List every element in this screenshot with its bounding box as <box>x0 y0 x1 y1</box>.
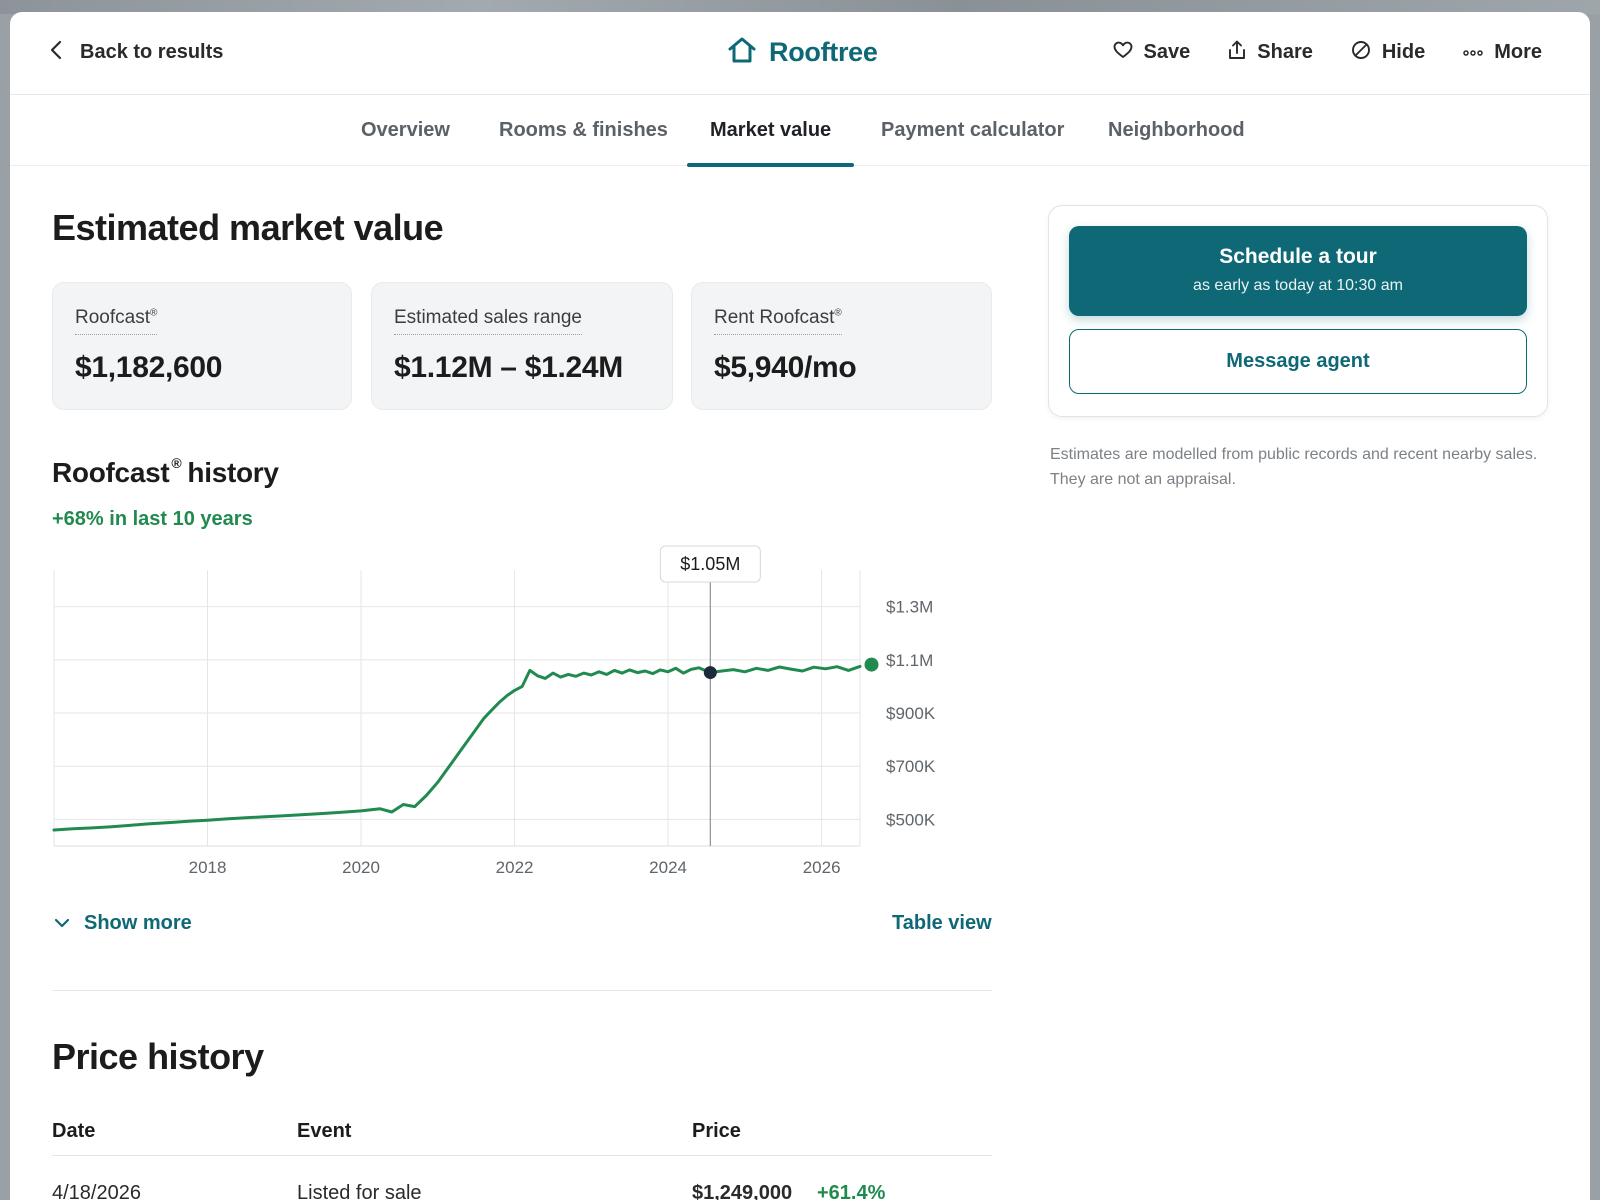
roofcast-card: Roofcast® $1,182,600 <box>52 282 352 410</box>
row-event: Listed for sale <box>297 1182 422 1200</box>
show-more-button[interactable]: Show more <box>54 912 192 935</box>
tour-subtitle: as early as today at 10:30 am <box>1193 277 1403 294</box>
more-label: More <box>1494 41 1542 63</box>
schedule-tour-button[interactable]: Schedule a tour as early as today at 10:… <box>1069 226 1527 316</box>
share-button[interactable]: Share <box>1228 40 1313 65</box>
tooltip-value: $1.05M <box>680 554 740 574</box>
hide-button[interactable]: Hide <box>1351 40 1425 65</box>
y-tick-label: $700K <box>886 757 936 776</box>
table-row-divider <box>52 1155 992 1156</box>
x-tick-label: 2022 <box>496 858 534 877</box>
show-more-label: Show more <box>84 912 192 934</box>
tab-neighborhood[interactable]: Neighborhood <box>1108 119 1245 141</box>
tab-rooms-finishes[interactable]: Rooms & finishes <box>499 119 668 141</box>
top-bar: Back to results Rooftree Save Share <box>10 12 1590 95</box>
tab-market-value[interactable]: Market value <box>686 95 855 167</box>
history-change: +68% in last 10 years <box>52 508 253 530</box>
page-title: Estimated market value <box>52 207 444 248</box>
chevron-left-icon <box>50 40 62 65</box>
share-label: Share <box>1257 41 1313 63</box>
sales-range-label[interactable]: Estimated sales range <box>394 307 582 335</box>
header-actions: Save Share Hide More <box>1113 40 1542 65</box>
x-tick-label: 2020 <box>342 858 380 877</box>
back-to-results-link[interactable]: Back to results <box>50 40 223 65</box>
y-tick-label: $900K <box>886 704 936 723</box>
tab-payment-calculator[interactable]: Payment calculator <box>881 119 1065 141</box>
column-header-event: Event <box>297 1120 352 1142</box>
estimate-disclaimer: Estimates are modelled from public recor… <box>1050 446 1538 488</box>
heart-icon <box>1113 41 1133 64</box>
sales-range-card: Estimated sales range $1.12M – $1.24M <box>371 282 673 410</box>
y-tick-label: $1.1M <box>886 651 933 670</box>
tooltip-box <box>659 545 761 583</box>
x-tick-label: 2026 <box>803 858 841 877</box>
rent-roofcast-value: $5,940/mo <box>714 351 857 384</box>
roofcast-label[interactable]: Roofcast® <box>75 307 158 335</box>
row-date: 4/18/2026 <box>52 1182 141 1200</box>
share-icon <box>1228 40 1246 65</box>
rent-roofcast-label[interactable]: Rent Roofcast® <box>714 307 842 335</box>
table-view-link[interactable]: Table view <box>892 912 992 934</box>
save-button[interactable]: Save <box>1113 41 1191 64</box>
brand-logo[interactable]: Rooftree <box>727 36 878 69</box>
section-tabs: Overview Rooms & finishes Market value P… <box>10 95 1590 167</box>
hide-icon <box>1351 40 1371 65</box>
tab-overview[interactable]: Overview <box>361 119 450 141</box>
value-series-line <box>52 664 862 832</box>
chevron-down-icon <box>54 915 70 933</box>
roofcast-value: $1,182,600 <box>75 351 223 384</box>
message-agent-button[interactable]: Message agent <box>1069 329 1527 394</box>
page-backdrop <box>0 0 1600 14</box>
hover-point <box>703 666 717 680</box>
row-change: +61.4% <box>817 1182 886 1200</box>
listing-modal: Back to results Rooftree Save Share <box>10 12 1590 1200</box>
save-label: Save <box>1143 41 1191 63</box>
more-button[interactable]: More <box>1463 41 1542 64</box>
latest-value-point <box>864 657 879 672</box>
column-header-price: Price <box>692 1120 741 1142</box>
x-tick-label: 2024 <box>649 858 687 877</box>
sales-range-value: $1.12M – $1.24M <box>394 351 623 384</box>
back-label: Back to results <box>80 41 224 63</box>
price-history-title: Price history <box>52 1036 264 1077</box>
column-header-date: Date <box>52 1120 96 1142</box>
rent-roofcast-card: Rent Roofcast® $5,940/mo <box>691 282 992 410</box>
tour-title: Schedule a tour <box>1219 245 1377 268</box>
hide-label: Hide <box>1381 41 1426 63</box>
roofcast-history-chart[interactable]: 2018 2020 2022 2024 2026 $500K $700K $900K $1.1M… <box>10 542 1000 882</box>
y-tick-label: $1.3M <box>886 598 933 617</box>
history-title: Roofcast ® history <box>52 454 279 488</box>
brand-name: Rooftree <box>769 37 878 67</box>
section-divider <box>52 990 992 991</box>
y-tick-label: $500K <box>886 810 936 829</box>
more-icon <box>1463 44 1483 62</box>
row-price: $1,249,000 <box>692 1182 793 1200</box>
house-icon <box>727 36 757 69</box>
x-tick-label: 2018 <box>189 858 227 877</box>
contact-panel: Schedule a tour as early as today at 10:… <box>1048 205 1548 417</box>
